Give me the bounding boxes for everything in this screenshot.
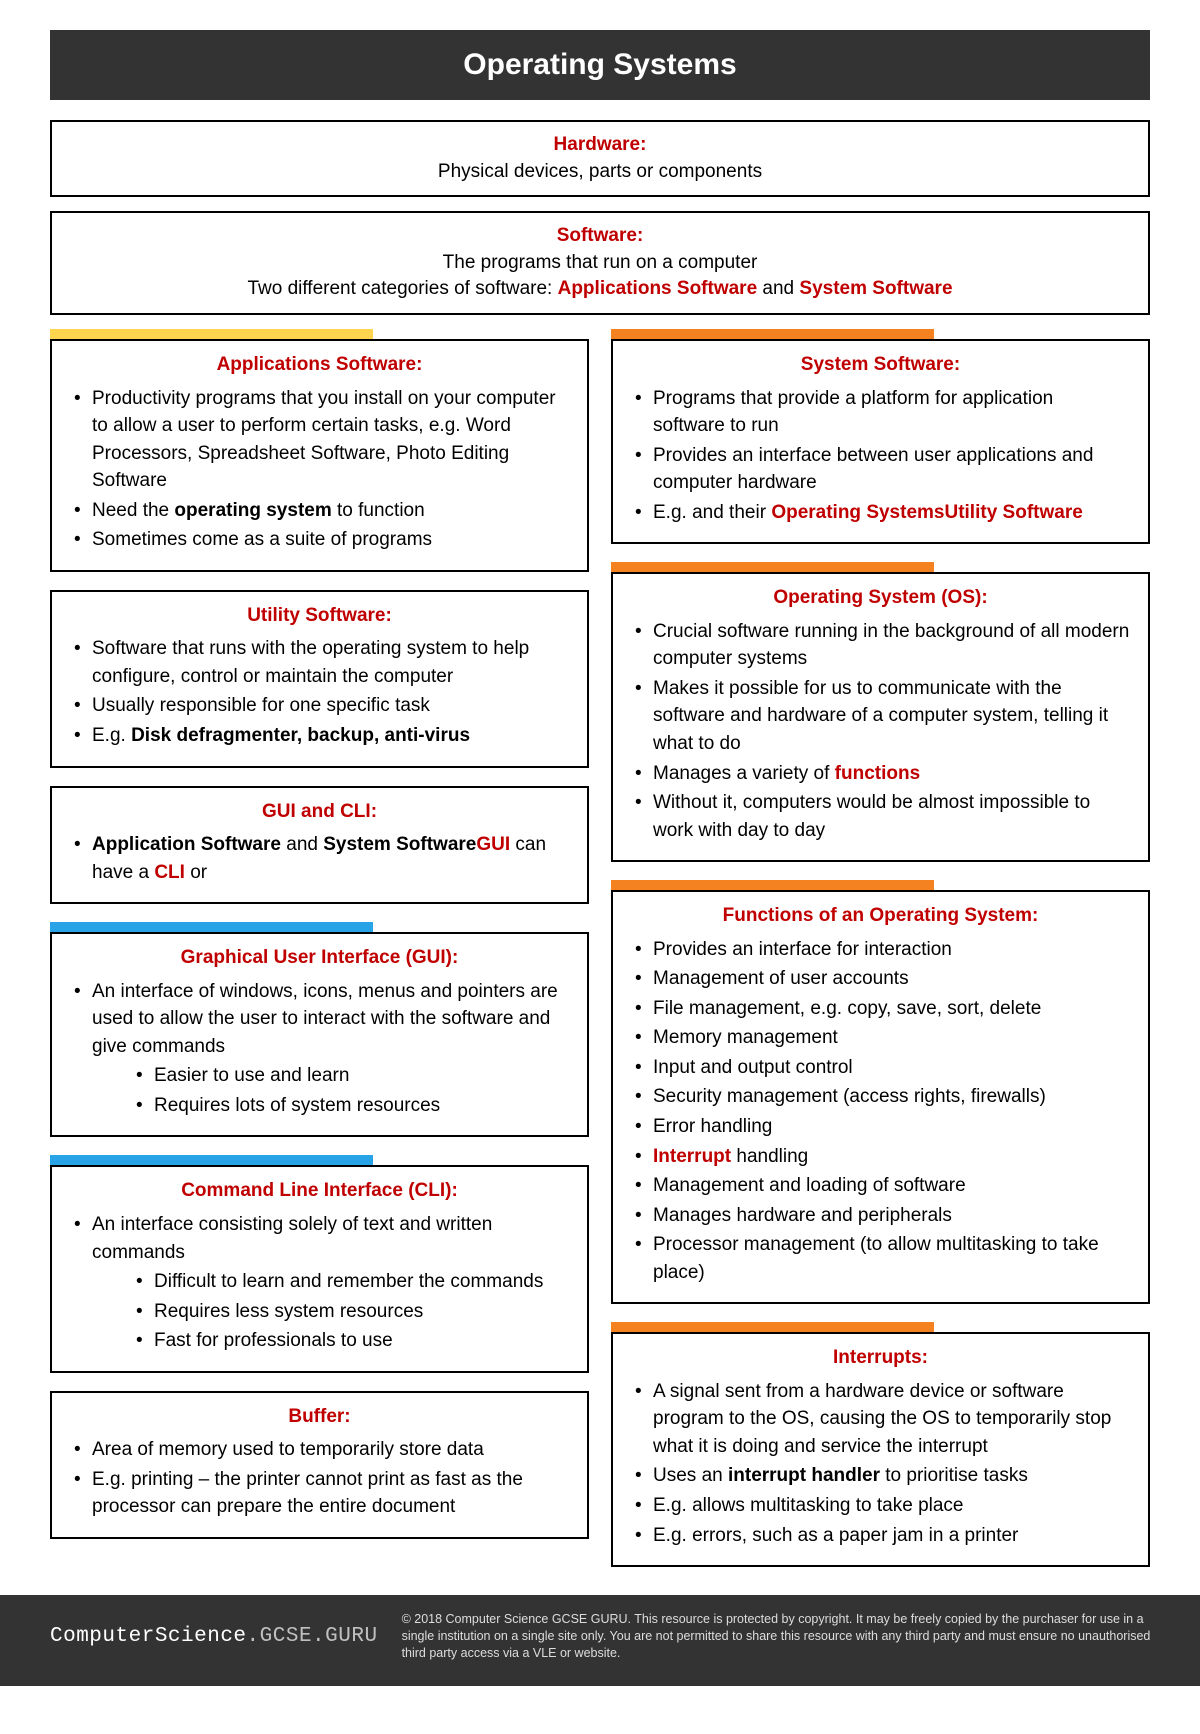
list-item: Provides an interface for interaction: [631, 936, 1130, 964]
list-item: Memory management: [631, 1024, 1130, 1052]
list-item: E.g. printing – the printer cannot print…: [70, 1466, 569, 1521]
os-list: Crucial software running in the backgrou…: [631, 618, 1130, 844]
list-item: Interrupt handling: [631, 1143, 1130, 1171]
gui-body: Graphical User Interface (GUI): An interf…: [50, 932, 589, 1137]
syssw-title: System Software:: [631, 351, 1130, 379]
right-column: System Software: Programs that provide a …: [611, 329, 1150, 1585]
guicli-title: GUI and CLI:: [70, 798, 569, 826]
list-item: Crucial software running in the backgrou…: [631, 618, 1130, 673]
syssw-body: System Software: Programs that provide a …: [611, 339, 1150, 544]
footer-copyright: © 2018 Computer Science GCSE GURU. This …: [402, 1611, 1160, 1662]
syssw-list: Programs that provide a platform for app…: [631, 385, 1130, 527]
list-item: An interface consisting solely of text a…: [70, 1211, 569, 1355]
interrupts-card: Interrupts: A signal sent from a hardware…: [611, 1322, 1150, 1567]
list-item: Requires lots of system resources: [132, 1092, 569, 1120]
software-line1: The programs that run on a computer: [72, 250, 1128, 277]
gui-list: An interface of windows, icons, menus an…: [70, 978, 569, 1120]
list-item: Easier to use and learn: [132, 1062, 569, 1090]
list-item: Makes it possible for us to communicate …: [631, 675, 1130, 758]
hardware-heading: Hardware:: [72, 132, 1128, 159]
cli-title: Command Line Interface (CLI):: [70, 1177, 569, 1205]
buffer-list: Area of memory used to temporarily store…: [70, 1436, 569, 1521]
functions-list: Provides an interface for interactionMan…: [631, 936, 1130, 1287]
columns: Applications Software: Productivity progr…: [50, 329, 1150, 1585]
interrupts-body: Interrupts: A signal sent from a hardware…: [611, 1332, 1150, 1567]
list-item: Management and loading of software: [631, 1172, 1130, 1200]
hardware-box: Hardware: Physical devices, parts or com…: [50, 120, 1150, 197]
functions-body: Functions of an Operating System: Provide…: [611, 890, 1150, 1304]
list-item: E.g. allows multitasking to take place: [631, 1492, 1130, 1520]
list-item: E.g. Disk defragmenter, backup, anti-vir…: [70, 722, 569, 750]
gui-title: Graphical User Interface (GUI):: [70, 944, 569, 972]
list-item: Management of user accounts: [631, 965, 1130, 993]
list-item: E.g. and their Operating SystemsUtility …: [631, 499, 1130, 527]
os-body: Operating System (OS): Crucial software r…: [611, 572, 1150, 862]
list-item: Provides an interface between user appli…: [631, 442, 1130, 497]
page-title: Operating Systems: [50, 30, 1150, 100]
cli-body: Command Line Interface (CLI): An interfac…: [50, 1165, 589, 1372]
list-item: A signal sent from a hardware device or …: [631, 1378, 1130, 1461]
list-item: Usually responsible for one specific tas…: [70, 692, 569, 720]
list-item: Area of memory used to temporarily store…: [70, 1436, 569, 1464]
list-item: Application Software and System Software…: [70, 831, 569, 886]
list-item: Difficult to learn and remember the comm…: [132, 1268, 569, 1296]
hardware-text: Physical devices, parts or components: [72, 159, 1128, 186]
buffer-title: Buffer:: [70, 1403, 569, 1431]
list-item: Uses an interrupt handler to prioritise …: [631, 1462, 1130, 1490]
left-column: Applications Software: Productivity progr…: [50, 329, 589, 1585]
list-item: Fast for professionals to use: [132, 1327, 569, 1355]
utility-body: Utility Software: Software that runs with…: [50, 590, 589, 768]
cli-list: An interface consisting solely of text a…: [70, 1211, 569, 1355]
sub-list: Easier to use and learnRequires lots of …: [132, 1062, 569, 1119]
cli-card: Command Line Interface (CLI): An interfac…: [50, 1155, 589, 1372]
apps-title: Applications Software:: [70, 351, 569, 379]
list-item: Manages a variety of functions: [631, 760, 1130, 788]
utility-card: Utility Software: Software that runs with…: [50, 590, 589, 768]
apps-body: Applications Software: Productivity progr…: [50, 339, 589, 572]
page: Operating Systems Hardware: Physical dev…: [0, 0, 1200, 1585]
interrupts-list: A signal sent from a hardware device or …: [631, 1378, 1130, 1549]
functions-card: Functions of an Operating System: Provide…: [611, 880, 1150, 1304]
buffer-body: Buffer: Area of memory used to temporaril…: [50, 1391, 589, 1539]
apps-list: Productivity programs that you install o…: [70, 385, 569, 554]
list-item: E.g. errors, such as a paper jam in a pr…: [631, 1522, 1130, 1550]
list-item: Security management (access rights, fire…: [631, 1083, 1130, 1111]
list-item: Software that runs with the operating sy…: [70, 635, 569, 690]
list-item: Processor management (to allow multitask…: [631, 1231, 1130, 1286]
footer-brand: ComputerScience.GCSE.GURU: [50, 1625, 378, 1648]
list-item: Programs that provide a platform for app…: [631, 385, 1130, 440]
gui-card: Graphical User Interface (GUI): An interf…: [50, 922, 589, 1137]
buffer-card: Buffer: Area of memory used to temporaril…: [50, 1391, 589, 1539]
list-item: Need the operating system to function: [70, 497, 569, 525]
software-heading: Software:: [72, 223, 1128, 250]
syssw-card: System Software: Programs that provide a …: [611, 329, 1150, 544]
footer: ComputerScience.GCSE.GURU © 2018 Compute…: [0, 1595, 1200, 1686]
list-item: Requires less system resources: [132, 1298, 569, 1326]
list-item: Sometimes come as a suite of programs: [70, 526, 569, 554]
list-item: Productivity programs that you install o…: [70, 385, 569, 495]
guicli-list: Application Software and System Software…: [70, 831, 569, 886]
sub-list: Difficult to learn and remember the comm…: [132, 1268, 569, 1355]
utility-title: Utility Software:: [70, 602, 569, 630]
list-item: Without it, computers would be almost im…: [631, 789, 1130, 844]
os-card: Operating System (OS): Crucial software r…: [611, 562, 1150, 862]
interrupts-title: Interrupts:: [631, 1344, 1130, 1372]
functions-title: Functions of an Operating System:: [631, 902, 1130, 930]
list-item: Manages hardware and peripherals: [631, 1202, 1130, 1230]
utility-list: Software that runs with the operating sy…: [70, 635, 569, 749]
apps-card: Applications Software: Productivity progr…: [50, 329, 589, 572]
os-title: Operating System (OS):: [631, 584, 1130, 612]
list-item: An interface of windows, icons, menus an…: [70, 978, 569, 1120]
software-box: Software: The programs that run on a com…: [50, 211, 1150, 315]
list-item: File management, e.g. copy, save, sort, …: [631, 995, 1130, 1023]
list-item: Input and output control: [631, 1054, 1130, 1082]
list-item: Error handling: [631, 1113, 1130, 1141]
guicli-card: GUI and CLI: Application Software and Sys…: [50, 786, 589, 905]
software-line2: Two different categories of software: Ap…: [72, 276, 1128, 303]
guicli-body: GUI and CLI: Application Software and Sys…: [50, 786, 589, 905]
